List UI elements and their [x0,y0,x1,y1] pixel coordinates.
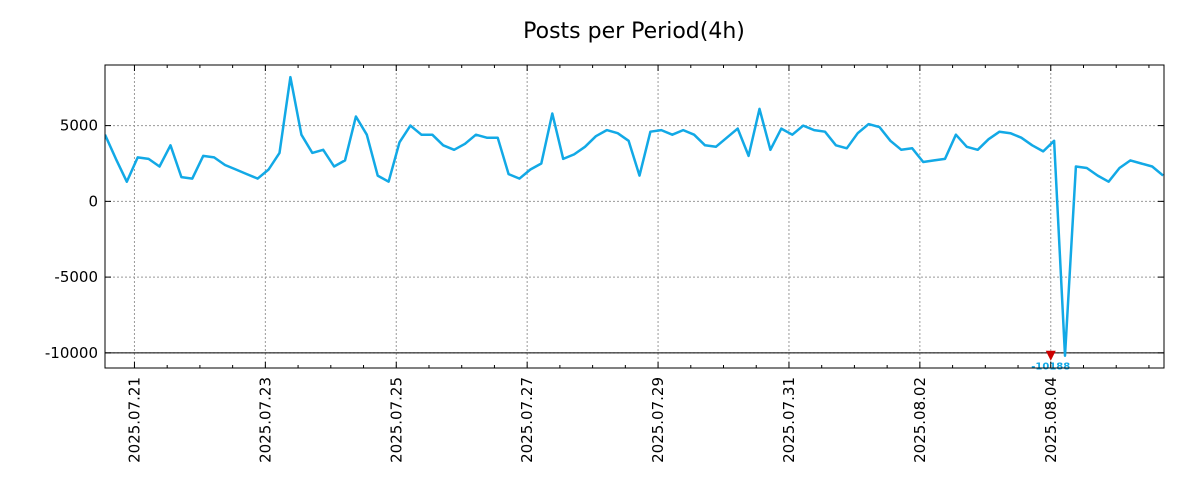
series-group [105,75,1164,357]
y-tick-label: 5000 [60,117,98,135]
y-tick-label: 0 [88,192,98,210]
min-value-marker [1045,350,1056,361]
minor-ticks [166,65,1150,368]
x-tick-label: 2025.07.25 [387,377,405,463]
x-tick-label: 2025.07.29 [649,377,667,463]
x-tick-label: 2025.08.02 [911,377,929,463]
chart-title: Posts per Period(4h) [523,19,745,44]
series-line-posts [105,75,1164,357]
x-tick-label: 2025.07.23 [256,377,274,463]
x-tick-label: 2025.07.21 [125,377,143,463]
grid-lines [105,65,1164,368]
y-tick-label: -5000 [54,268,98,286]
plot-frame [104,64,1165,369]
x-axis-ticks: 2025.07.21 2025.07.23 2025.07.25 2025.07.27… [125,65,1060,463]
y-axis-ticks: 5000 0 -5000 -10000 [45,117,1164,362]
x-tick-label: 2025.08.04 [1042,377,1060,463]
x-tick-label: 2025.07.27 [518,377,536,463]
x-tick-label: 2025.07.31 [780,377,798,463]
y-tick-label: -10000 [45,344,98,362]
